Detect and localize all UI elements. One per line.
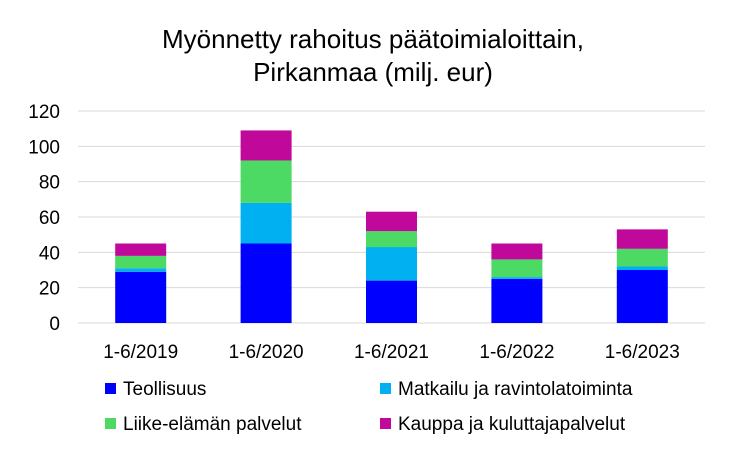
y-tick-label: 80 bbox=[39, 173, 60, 194]
bar-segment bbox=[115, 243, 167, 256]
bar-segment bbox=[366, 280, 417, 323]
y-tick-label: 20 bbox=[39, 279, 60, 300]
bar-segment bbox=[366, 211, 417, 232]
y-axis: 0 20 40 60 80 100 120 bbox=[28, 102, 60, 335]
bar-segment bbox=[491, 278, 543, 323]
x-tick-label: 1-6/2023 bbox=[605, 342, 680, 363]
bar-segment bbox=[616, 266, 668, 270]
bar-segment bbox=[366, 231, 417, 248]
bar-segment bbox=[491, 277, 543, 279]
x-tick-label: 1-6/2020 bbox=[229, 342, 304, 363]
chart-title-line-2: Pirkanmaa (milj. eur) bbox=[253, 57, 493, 87]
y-tick-label: 120 bbox=[28, 102, 60, 123]
bar-segment bbox=[115, 268, 167, 272]
chart-title-line-1: Myönnetty rahoitus päätoimialoittain, bbox=[162, 24, 584, 54]
legend-swatch bbox=[380, 383, 391, 394]
bar-segment bbox=[115, 255, 167, 269]
y-tick-label: 0 bbox=[49, 314, 60, 335]
bar-segment bbox=[240, 160, 292, 203]
bars bbox=[115, 130, 668, 323]
legend-swatch bbox=[105, 418, 116, 429]
bar-segment bbox=[491, 243, 543, 260]
bar-segment bbox=[240, 243, 292, 323]
legend-swatch bbox=[380, 418, 391, 429]
y-tick-label: 100 bbox=[28, 137, 60, 158]
bar-segment bbox=[240, 202, 292, 244]
x-axis: 1-6/2019 1-6/2020 1-6/2021 1-6/2022 1-6/2023 bbox=[103, 342, 680, 363]
legend-label: Matkailu ja ravintolatoiminta bbox=[398, 379, 633, 400]
x-tick-label: 1-6/2022 bbox=[479, 342, 554, 363]
legend-label: Liike-elämän palvelut bbox=[123, 414, 302, 435]
legend-label: Kauppa ja kuluttajapalvelut bbox=[398, 414, 626, 435]
bar-segment bbox=[115, 271, 167, 323]
y-tick-label: 60 bbox=[39, 208, 60, 229]
bar-segment bbox=[616, 229, 668, 249]
bar-segment bbox=[491, 259, 543, 278]
bar-segment bbox=[366, 247, 417, 281]
x-tick-label: 1-6/2021 bbox=[354, 342, 429, 363]
bar-segment bbox=[240, 130, 292, 161]
legend-swatch bbox=[105, 383, 116, 394]
bar-segment bbox=[616, 270, 668, 323]
bar-segment bbox=[616, 248, 668, 267]
legend-label: Teollisuus bbox=[123, 379, 206, 400]
y-tick-label: 40 bbox=[39, 243, 60, 264]
legend: Teollisuus Matkailu ja ravintolatoiminta L… bbox=[105, 379, 633, 435]
x-tick-label: 1-6/2019 bbox=[103, 342, 178, 363]
